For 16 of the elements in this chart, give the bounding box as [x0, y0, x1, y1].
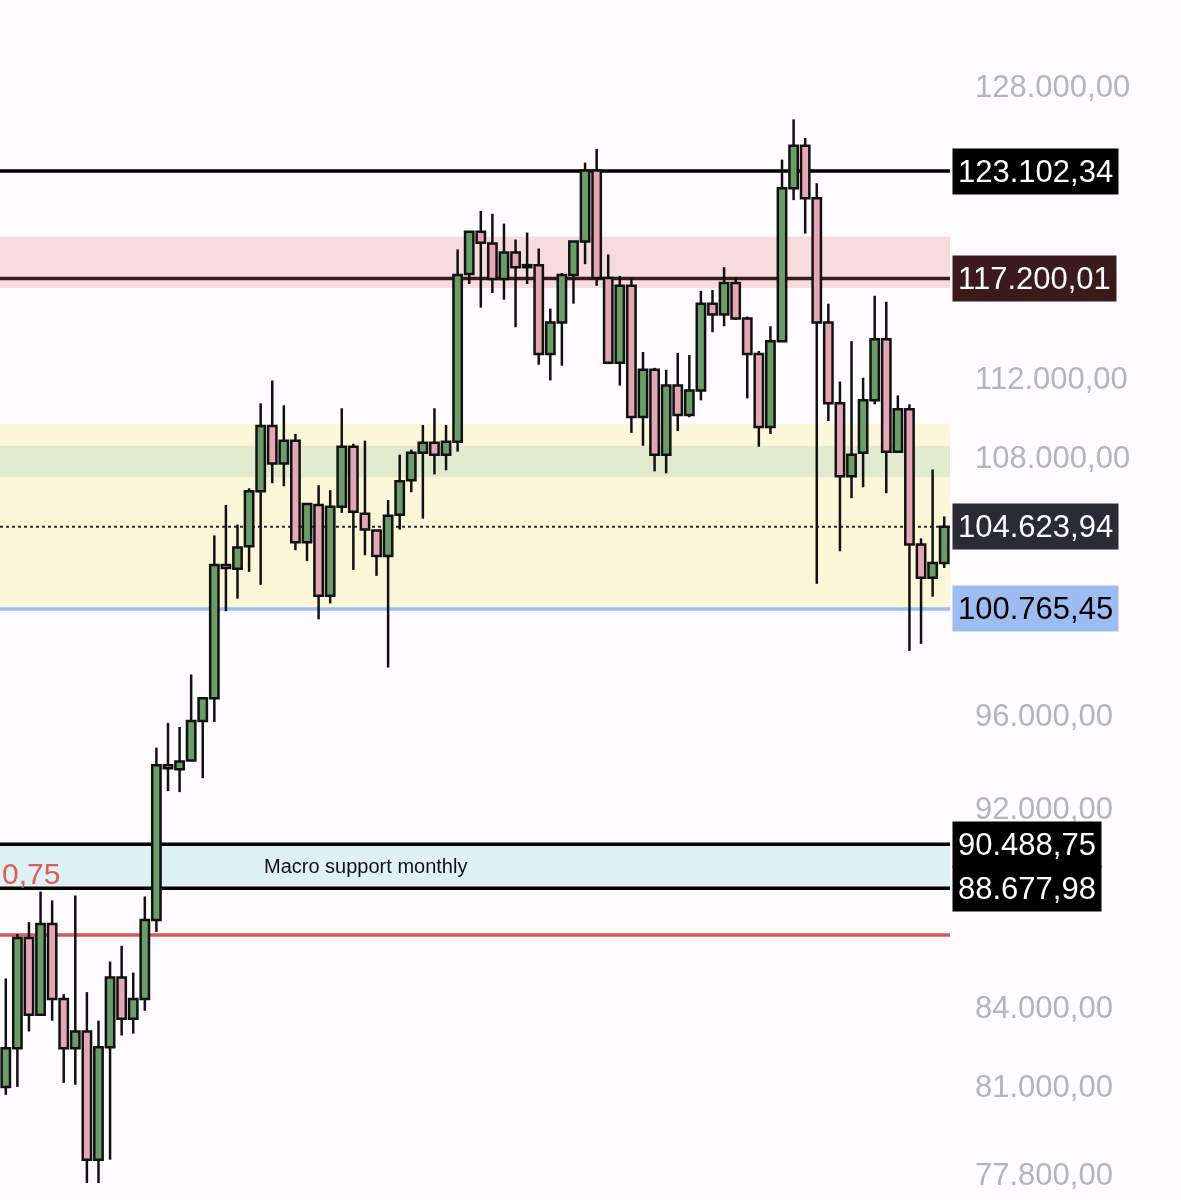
band-label: Macro support monthly	[264, 855, 468, 877]
y-tick-label: 112.000,00	[975, 360, 1128, 396]
y-tick-label: 81.000,00	[975, 1069, 1113, 1105]
ref-line-label: 123.102,34	[958, 154, 1114, 189]
ref-line-label: 100.765,45	[958, 591, 1114, 626]
ref-line-label: 104.623,94	[958, 509, 1114, 544]
y-tick-label: 84.000,00	[975, 989, 1113, 1025]
ref-line-label: 117.200,01	[958, 261, 1111, 296]
ref-line-label: 88.677,98	[958, 871, 1096, 906]
y-tick-label: 128.000,00	[975, 68, 1131, 104]
annotation: 0,75	[2, 857, 61, 890]
y-tick-label: 108.000,00	[975, 440, 1131, 476]
y-tick-label: 92.000,00	[975, 790, 1113, 826]
ref-line-label: 90.488,75	[958, 827, 1096, 862]
y-tick-label: 77.800,00	[975, 1157, 1113, 1193]
y-tick-label: 96.000,00	[975, 697, 1113, 733]
